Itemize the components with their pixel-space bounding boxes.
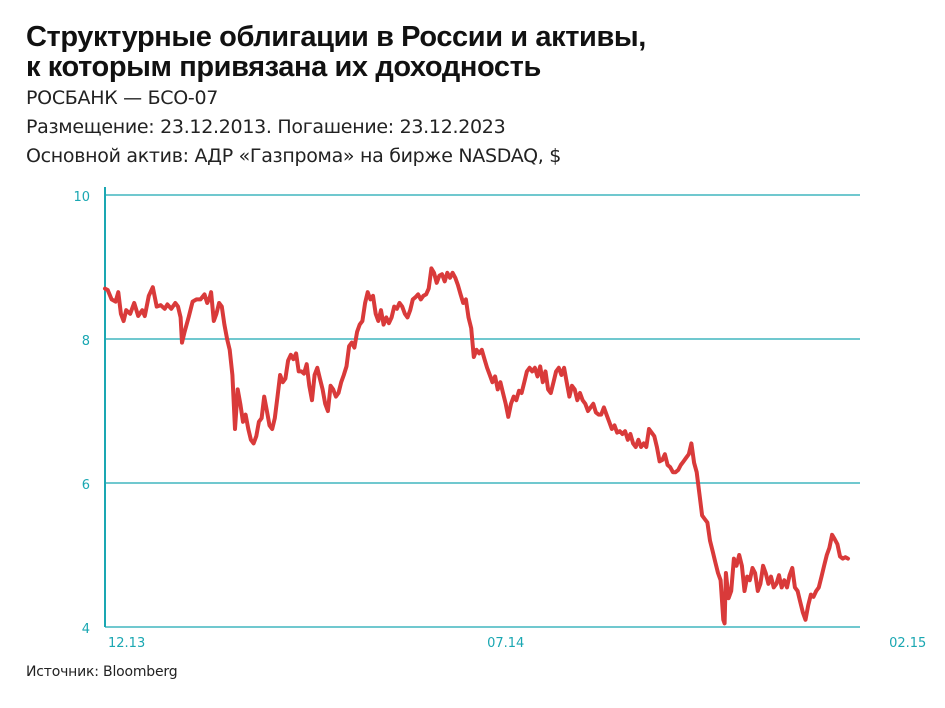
- x-tick-label: 02.15: [889, 636, 926, 651]
- x-axis-labels: 12.13 07.14 02.15: [108, 636, 926, 651]
- y-axis-labels: 10 8 6 4: [73, 190, 90, 637]
- chart-title: Структурные облигации в России и активы,…: [26, 22, 926, 82]
- y-tick-label: 8: [82, 334, 90, 349]
- chart-grid: [104, 187, 860, 628]
- series-line: [103, 266, 850, 626]
- title-line-2: к которым привязана их доходность: [26, 51, 541, 83]
- bond-issuer: РОСБАНК — БСО-07: [26, 87, 219, 109]
- bond-dates: Размещение: 23.12.2013. Погашение: 23.12…: [26, 116, 506, 138]
- title-line-1: Структурные облигации в России и активы,: [26, 21, 646, 53]
- y-tick-label: 6: [82, 478, 90, 493]
- y-tick-label: 10: [73, 190, 90, 205]
- underlying-asset: Основной актив: АДР «Газпрома» на бирже …: [26, 145, 562, 167]
- chart-header: Структурные облигации в России и активы,…: [26, 22, 926, 171]
- x-tick-label: 12.13: [108, 636, 145, 651]
- y-tick-label: 4: [82, 622, 90, 637]
- source-note: Источник: Bloomberg: [26, 664, 178, 680]
- x-tick-label: 07.14: [487, 636, 524, 651]
